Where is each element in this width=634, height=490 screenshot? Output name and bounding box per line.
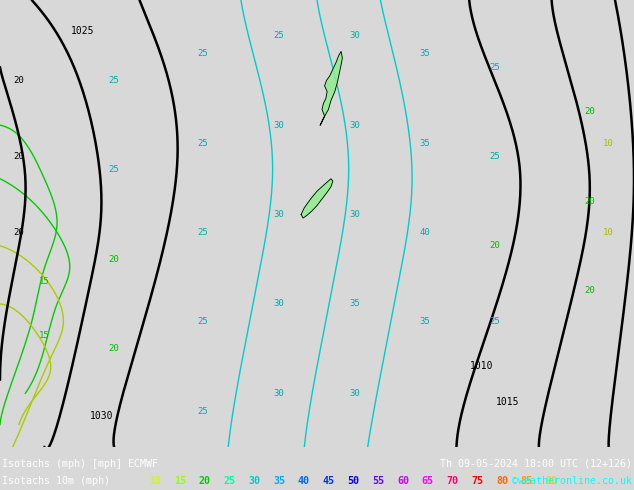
Text: 25: 25 — [109, 76, 119, 85]
Text: 20: 20 — [199, 476, 211, 486]
Text: 25: 25 — [198, 228, 208, 237]
Text: 20: 20 — [14, 76, 24, 85]
Text: 25: 25 — [109, 165, 119, 174]
Text: 30: 30 — [350, 210, 360, 219]
Text: 20: 20 — [14, 152, 24, 161]
Text: 20: 20 — [109, 344, 119, 353]
Text: 1025: 1025 — [70, 26, 94, 36]
Text: 25: 25 — [198, 407, 208, 416]
Text: 30: 30 — [350, 121, 360, 130]
Text: 25: 25 — [489, 152, 500, 161]
Text: 35: 35 — [420, 317, 430, 326]
Text: 20: 20 — [14, 228, 24, 237]
Text: 1030: 1030 — [89, 411, 113, 420]
Text: 25: 25 — [224, 476, 236, 486]
Text: 60: 60 — [397, 476, 409, 486]
Text: 25: 25 — [198, 317, 208, 326]
Text: 30: 30 — [274, 389, 284, 398]
Text: 20: 20 — [585, 196, 595, 206]
Text: 25: 25 — [489, 317, 500, 326]
Polygon shape — [301, 179, 333, 218]
Text: 70: 70 — [446, 476, 458, 486]
Text: 10: 10 — [150, 476, 161, 486]
Text: 20: 20 — [585, 286, 595, 295]
Text: 25: 25 — [274, 31, 284, 40]
Text: ©weatheronline.co.uk: ©weatheronline.co.uk — [512, 476, 632, 486]
Text: 25: 25 — [198, 49, 208, 58]
Text: 90: 90 — [546, 476, 557, 486]
Text: 40: 40 — [298, 476, 310, 486]
Text: 1015: 1015 — [495, 397, 519, 407]
Text: 15: 15 — [39, 277, 49, 286]
Text: 25: 25 — [198, 139, 208, 147]
Text: 30: 30 — [249, 476, 261, 486]
Text: 25: 25 — [489, 63, 500, 72]
Text: 15: 15 — [174, 476, 186, 486]
Text: 35: 35 — [420, 139, 430, 147]
Text: 30: 30 — [350, 31, 360, 40]
Text: 10: 10 — [604, 228, 614, 237]
Text: 15: 15 — [39, 331, 49, 340]
Text: 30: 30 — [274, 121, 284, 130]
Text: Isotachs 10m (mph): Isotachs 10m (mph) — [2, 476, 110, 486]
Text: 35: 35 — [350, 299, 360, 308]
Text: 30: 30 — [274, 299, 284, 308]
Text: 20: 20 — [489, 241, 500, 250]
Text: 1010: 1010 — [470, 362, 494, 371]
Text: 10: 10 — [604, 139, 614, 147]
Text: 55: 55 — [372, 476, 384, 486]
Text: 50: 50 — [347, 476, 359, 486]
Text: 80: 80 — [496, 476, 508, 486]
Text: 35: 35 — [420, 49, 430, 58]
Text: Th 09-05-2024 18:00 UTC (12+126): Th 09-05-2024 18:00 UTC (12+126) — [440, 459, 632, 469]
Text: Isotachs (mph) [mph] ECMWF: Isotachs (mph) [mph] ECMWF — [2, 459, 158, 469]
Text: 30: 30 — [274, 210, 284, 219]
Text: 40: 40 — [420, 228, 430, 237]
Text: 20: 20 — [585, 107, 595, 116]
Text: 35: 35 — [273, 476, 285, 486]
Text: 65: 65 — [422, 476, 434, 486]
Text: 20: 20 — [109, 255, 119, 264]
Text: 85: 85 — [521, 476, 533, 486]
Text: 45: 45 — [323, 476, 335, 486]
Text: 30: 30 — [350, 389, 360, 398]
Polygon shape — [320, 51, 342, 125]
Text: 75: 75 — [471, 476, 483, 486]
